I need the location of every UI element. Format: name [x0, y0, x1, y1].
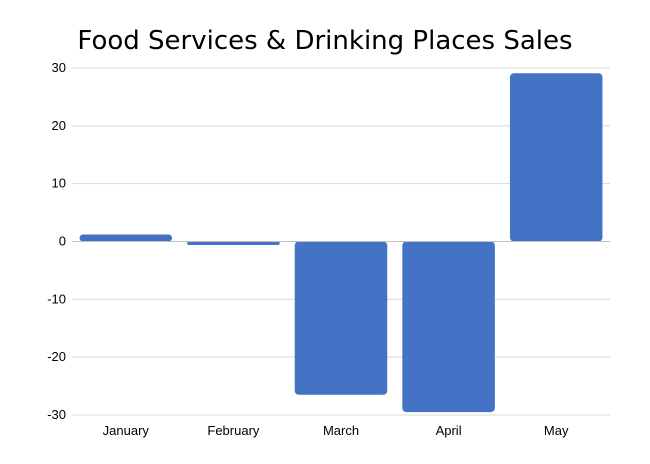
bar	[402, 241, 495, 413]
y-tick-label: -30	[47, 407, 66, 422]
y-tick-label: 0	[59, 234, 66, 249]
y-tick-label: 10	[52, 176, 66, 191]
bar	[509, 73, 603, 242]
y-tick-label: 30	[52, 60, 66, 75]
y-tick-label: -20	[47, 349, 66, 364]
bar	[294, 241, 388, 395]
bar	[79, 234, 173, 242]
x-tick-label: April	[436, 423, 462, 438]
x-tick-label: February	[207, 423, 260, 438]
x-tick-label: March	[323, 423, 359, 438]
y-tick-label: -10	[47, 291, 66, 306]
y-tick-label: 20	[52, 118, 66, 133]
x-tick-label: January	[103, 423, 150, 438]
chart-title: Food Services & Drinking Places Sales	[77, 26, 573, 56]
bar	[187, 241, 280, 245]
x-tick-label: May	[544, 423, 569, 438]
